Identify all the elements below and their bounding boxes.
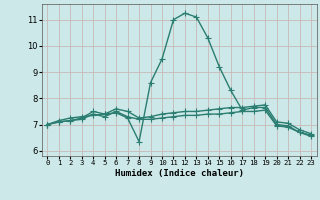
X-axis label: Humidex (Indice chaleur): Humidex (Indice chaleur): [115, 169, 244, 178]
